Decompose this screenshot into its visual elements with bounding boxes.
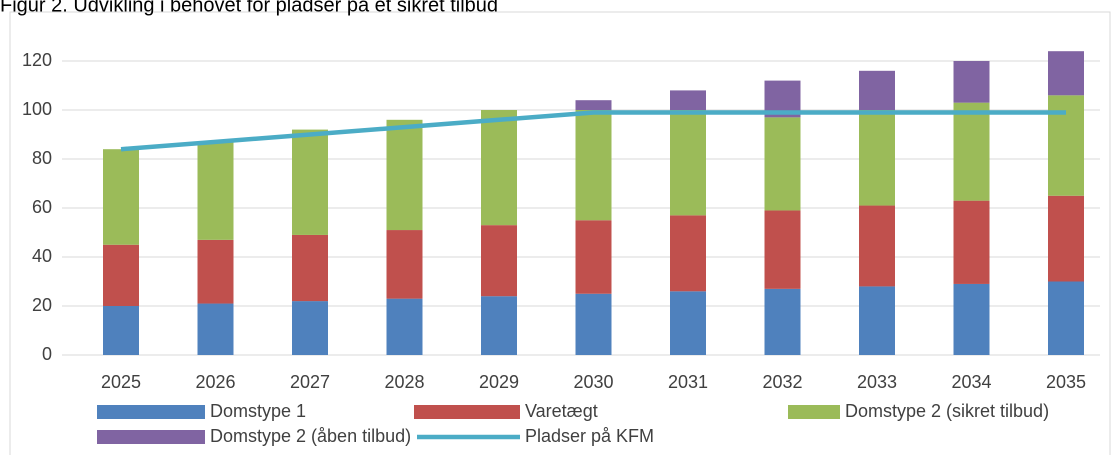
x-tick-label: 2028 [384,372,424,392]
legend-label: Pladser på KFM [525,426,654,446]
x-tick-label: 2033 [857,372,897,392]
x-tick-label: 2026 [195,372,235,392]
y-tick-label: 40 [32,246,52,266]
bar-segment [575,220,612,294]
y-tick-label: 80 [32,148,52,168]
legend-swatch [97,405,205,419]
bar-segment [292,301,328,355]
chart-title: Figur 2. Udvikling i behovet for pladser… [0,0,498,16]
line [120,110,1066,152]
bar-segment [575,293,612,355]
legend-label: Domstype 2 (åben tilbud) [210,426,411,446]
chart-border [9,11,1111,455]
legend-swatch [414,405,520,419]
bar-segment [953,283,990,355]
bar-segment [103,306,139,355]
bar-segment [859,205,895,287]
bar-segment [953,200,990,284]
x-tick-label: 2025 [101,372,141,392]
bar-segment [292,129,328,235]
y-tick-label: 100 [22,99,52,119]
x-tick-label: 2035 [1046,372,1086,392]
bar-segment [670,90,706,110]
bar-segment [481,296,517,355]
bar-segment [197,239,234,304]
bar-segment [292,234,328,302]
legend-label: Domstype 1 [210,401,306,421]
x-tick-label: 2031 [668,372,708,392]
bar-segment [859,110,895,206]
bar-segment [859,70,895,110]
bar-segment [953,102,990,201]
bar-segment [764,210,801,289]
legend-label: Varetægt [525,401,598,421]
bar-segment [575,110,612,221]
bar-segment [386,230,423,299]
bar-segment [386,298,423,355]
bar-segment [103,149,139,245]
bar-segment [575,100,612,110]
x-tick-label: 2027 [290,372,330,392]
legend-swatch [788,405,840,419]
y-tick-label: 0 [42,344,52,364]
bar-segment [386,119,423,231]
bar-segment [481,110,517,226]
bar-segment [764,117,801,211]
bar-segment [103,244,139,306]
x-tick-label: 2029 [479,372,519,392]
bar-segment [859,286,895,355]
x-tick-label: 2030 [573,372,613,392]
y-tick-label: 20 [32,295,52,315]
legend-label: Domstype 2 (sikret tilbud) [845,401,1049,421]
y-tick-label: 120 [22,50,52,70]
bar-segment [764,288,801,355]
bar-segment [197,303,234,355]
bar-segment [953,61,990,103]
bar-segment [670,215,706,292]
bar-segment [670,291,706,355]
x-tick-label: 2034 [951,372,991,392]
bar-segment [670,110,706,216]
bar-segment [1048,195,1084,282]
legend-swatch [97,430,205,444]
bar-segment [1048,281,1084,355]
bar-segment [1048,51,1084,96]
x-tick-label: 2032 [762,372,802,392]
y-tick-label: 60 [32,197,52,217]
bar-segment [197,141,234,240]
bar-segment [481,225,517,297]
